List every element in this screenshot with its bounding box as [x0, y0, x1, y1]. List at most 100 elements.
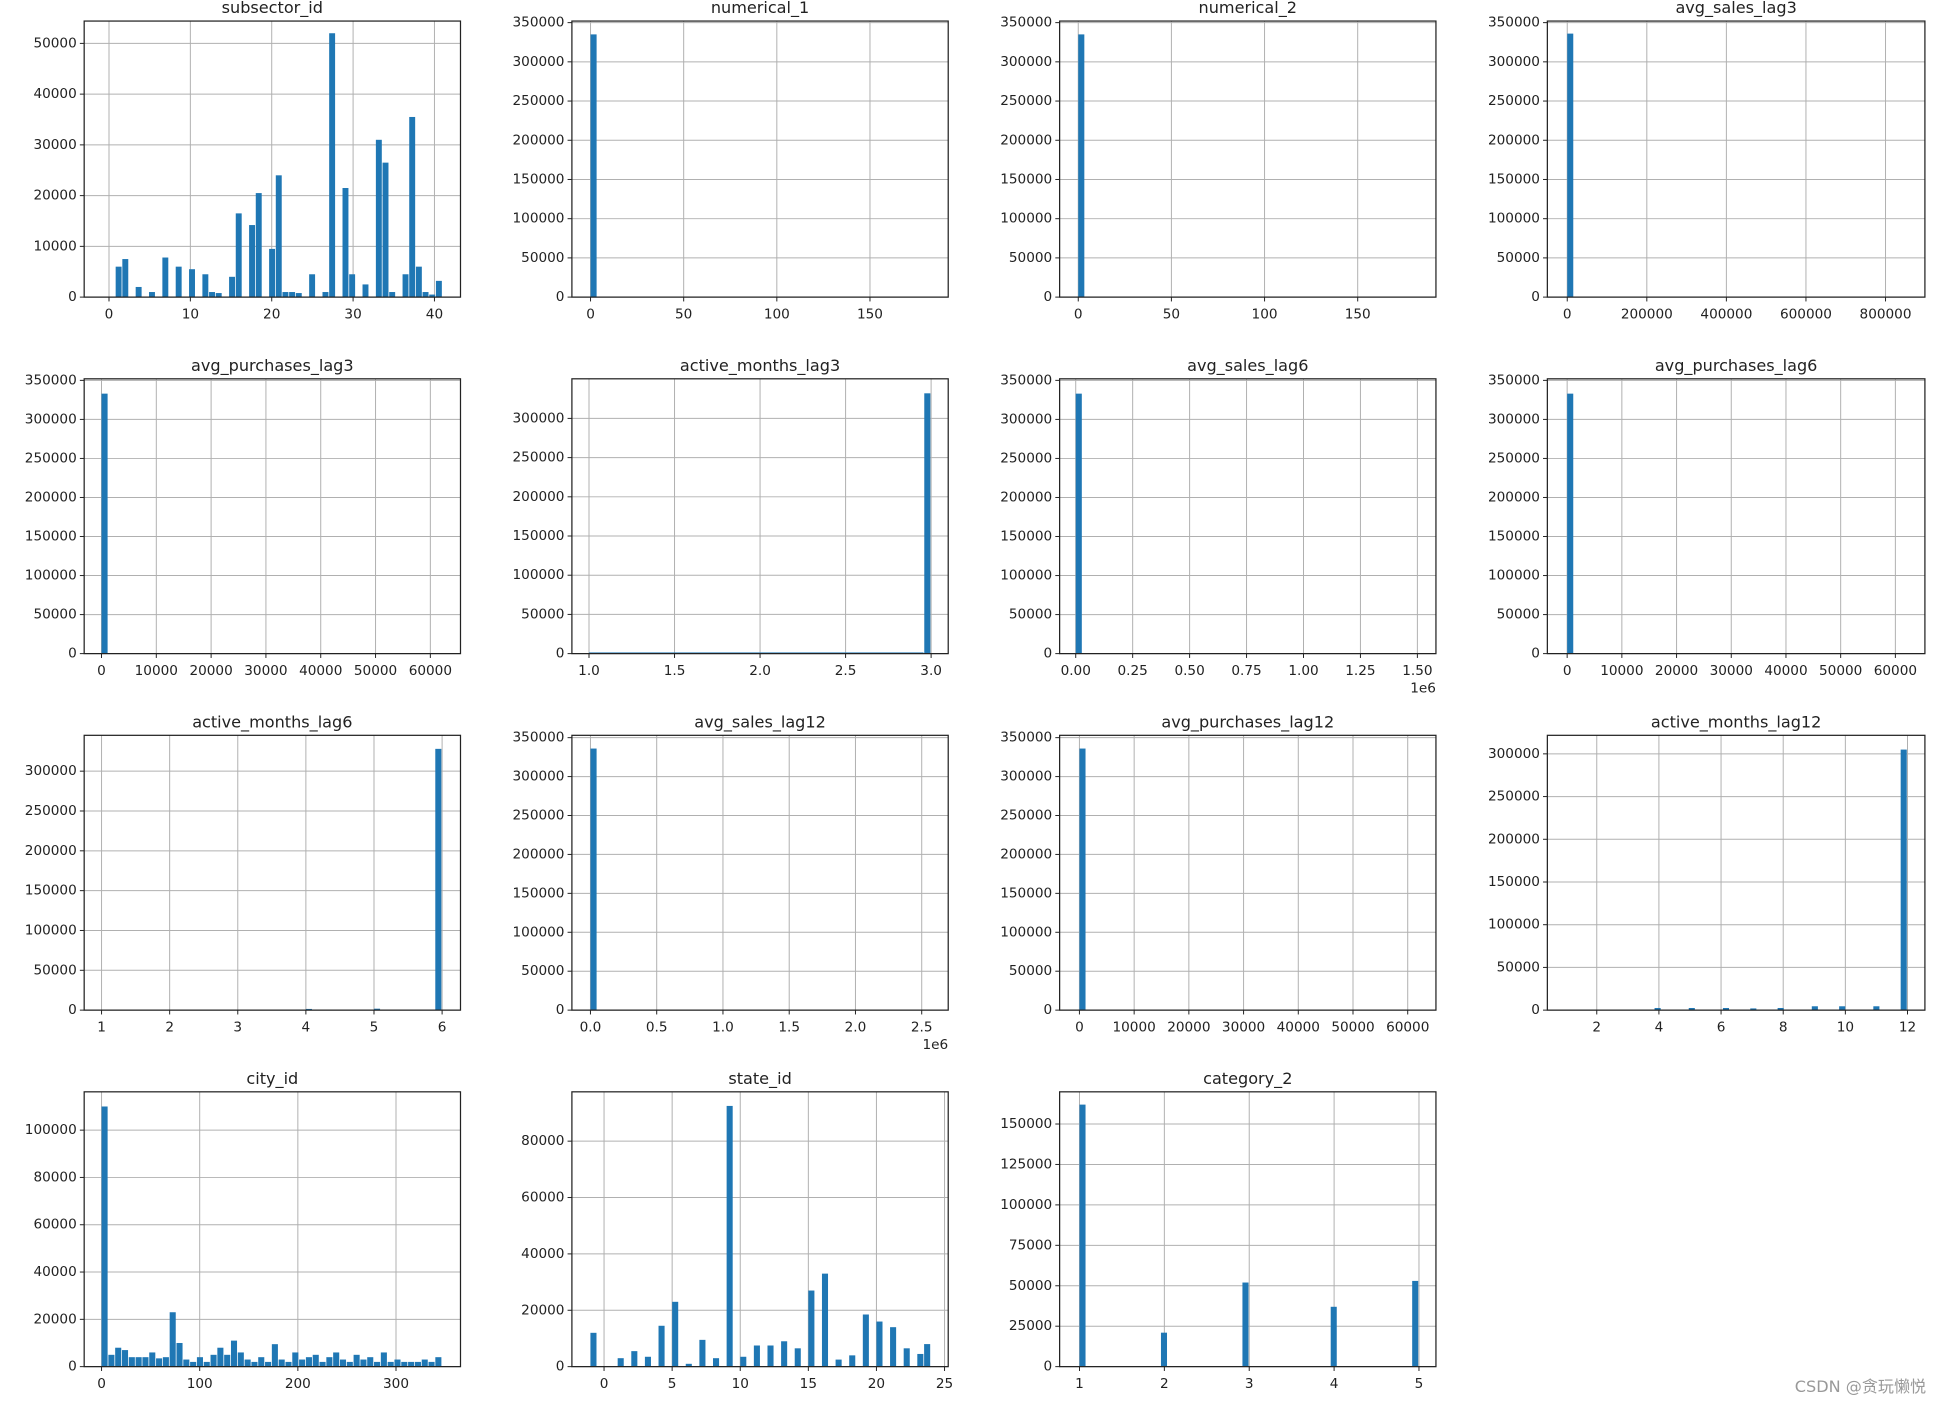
- bar: [235, 213, 242, 298]
- bar: [422, 292, 429, 298]
- y-tick-label: 150000: [513, 171, 565, 187]
- axes-frame: [83, 378, 462, 655]
- x-tick-label: 2.0: [845, 1019, 867, 1035]
- bar: [1750, 1008, 1757, 1011]
- x-tick-label: 25: [936, 1376, 953, 1392]
- bar: [342, 188, 349, 298]
- chart-title: avg_sales_lag3: [1675, 0, 1796, 18]
- bar: [374, 1361, 381, 1367]
- y-tick-label: 25000: [1009, 1318, 1052, 1334]
- bar: [115, 266, 122, 298]
- x-tick-label: 100: [1252, 306, 1278, 322]
- y-tick-label: 250000: [1488, 789, 1540, 805]
- y-tick-label: 0: [1044, 1359, 1053, 1375]
- x-tick-label: 800000: [1860, 306, 1912, 322]
- y-tick-label: 50000: [1497, 959, 1540, 975]
- bar: [1777, 1007, 1784, 1011]
- bar: [903, 1348, 910, 1367]
- x-tick-label: 3.0: [920, 663, 942, 679]
- bar: [101, 393, 108, 654]
- bar: [590, 34, 597, 298]
- x-tick-label: 20000: [1655, 663, 1698, 679]
- x-tick-label: 0: [1074, 306, 1083, 322]
- y-tick-label: 150000: [1000, 529, 1052, 545]
- bar: [176, 1342, 183, 1367]
- bar: [590, 1332, 597, 1367]
- bar: [1079, 1104, 1086, 1367]
- y-tick-label: 350000: [1000, 372, 1052, 388]
- y-tick-label: 125000: [1000, 1156, 1052, 1172]
- bar: [1078, 34, 1085, 298]
- y-tick-label: 40000: [33, 86, 76, 102]
- bar: [924, 393, 931, 654]
- x-tick-label: 2: [1160, 1376, 1169, 1392]
- bar: [196, 1357, 203, 1367]
- bar: [713, 1358, 720, 1367]
- y-tick-label: 200000: [513, 489, 565, 505]
- bar: [249, 225, 256, 298]
- y-tick-label: 250000: [1000, 93, 1052, 109]
- bar: [1567, 33, 1574, 298]
- chart-title: numerical_1: [711, 0, 809, 18]
- y-tick-label: 0: [1531, 646, 1540, 662]
- x-tick-label: 0: [1563, 663, 1572, 679]
- y-tick-label: 0: [556, 646, 565, 662]
- y-tick-label: 200000: [513, 132, 565, 148]
- y-tick-label: 100000: [25, 922, 77, 938]
- y-tick-label: 200000: [25, 489, 77, 505]
- y-tick-label: 80000: [521, 1133, 564, 1149]
- y-tick-label: 80000: [33, 1169, 76, 1185]
- y-tick-label: 20000: [521, 1302, 564, 1318]
- y-tick-label: 200000: [1488, 831, 1540, 847]
- y-tick-label: 350000: [1488, 372, 1540, 388]
- axes-frame: [571, 378, 949, 655]
- y-tick-label: 300000: [513, 769, 565, 785]
- bar: [346, 1361, 353, 1367]
- y-tick-label: 350000: [1000, 15, 1052, 31]
- bar: [414, 1361, 421, 1367]
- x-tick-label: 2: [165, 1019, 174, 1035]
- x-tick-label: 10: [1837, 1019, 1854, 1035]
- x-tick-label: 0: [600, 1376, 609, 1392]
- bar: [128, 1357, 135, 1367]
- y-tick-label: 300000: [1000, 411, 1052, 427]
- bar: [149, 292, 155, 298]
- x-tick-label: 0: [97, 1376, 106, 1392]
- watermark: CSDN @贪玩懒悦: [1795, 1377, 1926, 1396]
- x-tick-label: 40000: [1764, 663, 1807, 679]
- y-tick-label: 0: [68, 1359, 77, 1375]
- x-tick-label: 30: [344, 306, 361, 322]
- bar: [1722, 1007, 1730, 1011]
- y-tick-label: 200000: [1000, 132, 1052, 148]
- y-tick-label: 150000: [25, 529, 77, 545]
- axes-frame: [1059, 378, 1437, 655]
- x-tick-label: 10: [732, 1376, 749, 1392]
- y-tick-label: 40000: [521, 1246, 564, 1262]
- bar: [360, 1359, 367, 1367]
- bar: [849, 1355, 856, 1367]
- bar: [631, 1351, 638, 1367]
- bar: [210, 1354, 217, 1367]
- y-tick-label: 50000: [1009, 607, 1052, 623]
- x-tick-label: 400000: [1700, 306, 1752, 322]
- chart-title: active_months_lag12: [1651, 712, 1822, 732]
- x-tick-label: 5: [370, 1019, 379, 1035]
- bar: [229, 276, 236, 298]
- y-tick-label: 250000: [25, 803, 77, 819]
- x-tick-label: 0: [1075, 1019, 1084, 1035]
- y-tick-label: 100000: [1000, 924, 1052, 940]
- bar: [251, 1361, 258, 1367]
- x-tick-label: 2.5: [835, 663, 857, 679]
- y-tick-label: 250000: [513, 808, 565, 824]
- x-tick-label: 300: [383, 1376, 409, 1392]
- bar: [1079, 748, 1086, 1011]
- bar: [1654, 1007, 1661, 1011]
- bar: [282, 292, 289, 298]
- y-tick-label: 40000: [33, 1264, 76, 1280]
- y-tick-label: 200000: [1000, 846, 1052, 862]
- x-tick-label: 10: [182, 306, 199, 322]
- bar: [924, 1344, 931, 1367]
- bar: [162, 257, 169, 298]
- y-tick-label: 250000: [1000, 808, 1052, 824]
- y-tick-label: 0: [1531, 1002, 1540, 1018]
